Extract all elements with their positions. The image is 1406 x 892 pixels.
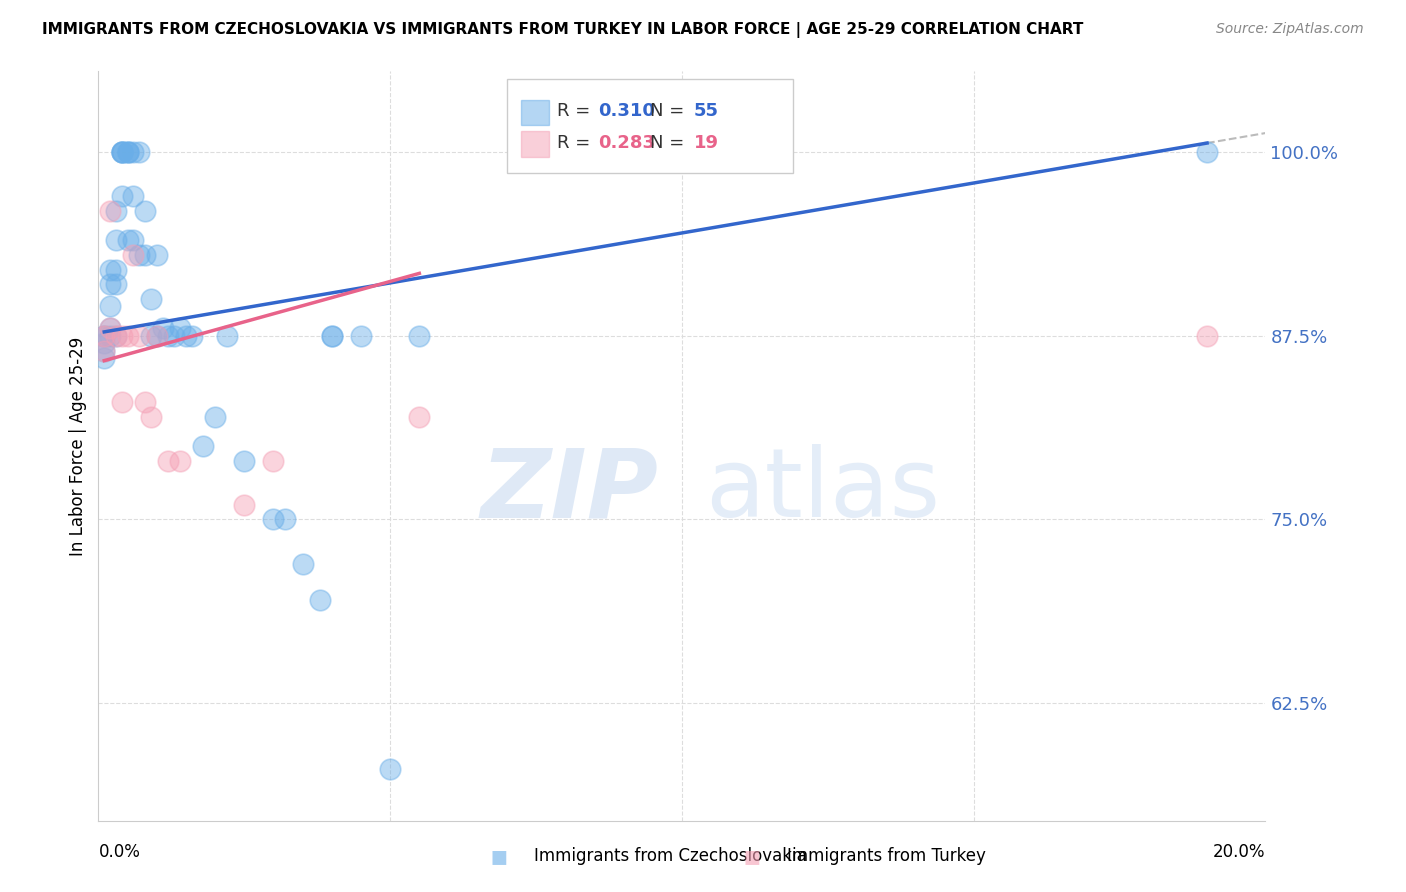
Point: [111, 395, 134, 409]
Point: [122, 233, 145, 247]
Point: [93, 343, 115, 358]
Point: [117, 328, 139, 343]
Point: [128, 248, 150, 262]
Point: [104, 328, 127, 343]
Point: [104, 277, 127, 292]
Text: 0.310: 0.310: [598, 102, 655, 120]
Point: [157, 453, 180, 467]
Point: [93, 351, 115, 365]
Text: N =: N =: [651, 134, 690, 152]
Text: 20.0%: 20.0%: [1213, 843, 1265, 861]
Y-axis label: In Labor Force | Age 25-29: In Labor Force | Age 25-29: [69, 336, 87, 556]
Point: [262, 512, 284, 526]
Text: R =: R =: [557, 102, 596, 120]
Point: [128, 328, 150, 343]
Point: [204, 409, 226, 424]
Point: [146, 328, 169, 343]
Point: [111, 328, 134, 343]
Point: [93, 328, 115, 343]
Point: [111, 145, 134, 160]
Point: [122, 145, 145, 160]
Point: [321, 328, 343, 343]
Point: [180, 328, 202, 343]
Point: [93, 336, 115, 351]
Point: [104, 233, 127, 247]
Point: [122, 248, 145, 262]
Point: [139, 328, 162, 343]
Point: [104, 262, 127, 277]
Point: [169, 321, 191, 335]
FancyBboxPatch shape: [508, 78, 793, 172]
Point: [233, 453, 256, 467]
Point: [98, 321, 121, 335]
Point: [111, 145, 134, 160]
Point: [157, 328, 180, 343]
Point: [1195, 328, 1218, 343]
Point: [233, 498, 256, 512]
Point: [134, 248, 156, 262]
Text: atlas: atlas: [706, 444, 941, 538]
Point: [98, 321, 121, 335]
Point: [174, 328, 197, 343]
Text: Source: ZipAtlas.com: Source: ZipAtlas.com: [1216, 22, 1364, 37]
Point: [163, 328, 186, 343]
Point: [1195, 145, 1218, 160]
Point: [111, 145, 134, 160]
Point: [139, 292, 162, 306]
Point: [117, 145, 139, 160]
Point: [117, 145, 139, 160]
Point: [122, 189, 145, 203]
Point: [215, 328, 238, 343]
Point: [262, 453, 284, 467]
Point: [291, 557, 314, 571]
Point: [111, 189, 134, 203]
Text: R =: R =: [557, 134, 596, 152]
Point: [93, 343, 115, 358]
Point: [117, 233, 139, 247]
Text: 55: 55: [693, 102, 718, 120]
Text: 19: 19: [693, 134, 718, 152]
FancyBboxPatch shape: [520, 100, 548, 125]
Text: ▪: ▪: [489, 842, 509, 871]
Point: [104, 203, 127, 218]
Point: [98, 277, 121, 292]
Point: [111, 145, 134, 160]
Point: [134, 203, 156, 218]
Text: N =: N =: [651, 102, 690, 120]
Point: [408, 328, 430, 343]
Point: [274, 512, 297, 526]
Point: [98, 300, 121, 314]
Text: Immigrants from Czechoslovakia: Immigrants from Czechoslovakia: [534, 847, 807, 865]
Point: [104, 328, 127, 343]
Text: 0.0%: 0.0%: [98, 843, 141, 861]
Point: [146, 328, 169, 343]
Point: [93, 328, 115, 343]
Point: [98, 328, 121, 343]
Text: Immigrants from Turkey: Immigrants from Turkey: [787, 847, 986, 865]
Text: ▪: ▪: [742, 842, 762, 871]
Point: [117, 145, 139, 160]
Point: [128, 145, 150, 160]
Point: [98, 203, 121, 218]
Point: [321, 328, 343, 343]
Point: [93, 328, 115, 343]
FancyBboxPatch shape: [520, 131, 548, 157]
Text: 0.283: 0.283: [598, 134, 655, 152]
Point: [146, 248, 169, 262]
Point: [380, 762, 402, 776]
Point: [408, 409, 430, 424]
Point: [350, 328, 373, 343]
Point: [309, 593, 332, 607]
Text: ZIP: ZIP: [481, 444, 658, 538]
Point: [134, 395, 156, 409]
Point: [152, 321, 174, 335]
Point: [139, 409, 162, 424]
Point: [169, 453, 191, 467]
Point: [98, 262, 121, 277]
Point: [193, 439, 215, 453]
Text: IMMIGRANTS FROM CZECHOSLOVAKIA VS IMMIGRANTS FROM TURKEY IN LABOR FORCE | AGE 25: IMMIGRANTS FROM CZECHOSLOVAKIA VS IMMIGR…: [42, 22, 1084, 38]
